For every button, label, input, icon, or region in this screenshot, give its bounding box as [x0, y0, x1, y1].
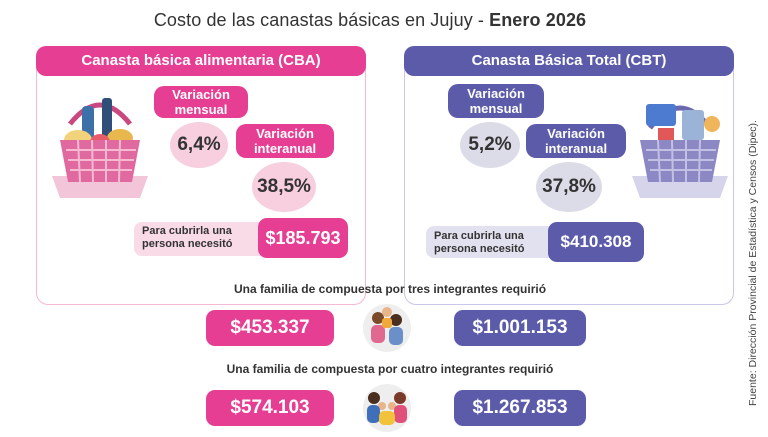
title-period: Enero 2026 [489, 10, 587, 30]
cba-person-box [134, 222, 274, 256]
cba-person-label: Para cubrirla una persona necesitó [142, 225, 233, 250]
cba-header: Canasta básica alimentaria (CBA) [36, 46, 366, 76]
cba-monthly-label: Variación mensual [154, 86, 248, 118]
family3-label: Una familia de compuesta por tres integr… [233, 282, 547, 296]
cbt-person-label: Para cubrirla una persona necesitó [434, 230, 525, 255]
cba-family4-value: $574.103 [206, 390, 334, 426]
cbt-annual-value: 37,8% [536, 162, 602, 212]
page-title: Costo de las canastas básicas en Jujuy -… [0, 10, 740, 31]
cbt-header: Canasta Básica Total (CBT) [404, 46, 734, 76]
cbt-panel [404, 46, 734, 305]
cba-family3-value: $453.337 [206, 310, 334, 346]
cbt-monthly-label: Variación mensual [448, 84, 544, 118]
cba-monthly-value: 6,4% [170, 122, 228, 168]
cba-annual-label: Variación interanual [236, 124, 334, 158]
cbt-family3-value: $1.001.153 [454, 310, 586, 346]
source-note: Fuente: Dirección Provincial de Estadíst… [747, 120, 759, 406]
cbt-monthly-value: 5,2% [460, 122, 520, 168]
title-text: Costo de las canastas básicas en Jujuy - [153, 10, 490, 30]
cba-person-value: $185.793 [258, 218, 348, 258]
cbt-person-value: $410.308 [548, 222, 644, 262]
cbt-family4-value: $1.267.853 [454, 390, 586, 426]
cbt-person-box [426, 226, 568, 258]
family4-label: Una familia de compuesta por cuatro inte… [226, 362, 554, 376]
family-four-icon [360, 378, 414, 432]
cba-annual-value: 38,5% [252, 162, 316, 212]
goods-basket-icon [628, 84, 732, 202]
source-note-container: Fuente: Dirección Provincial de Estadíst… [744, 48, 760, 408]
cba-panel [36, 46, 366, 305]
cbt-annual-label: Variación interanual [526, 124, 626, 158]
family-three-icon [362, 298, 412, 354]
food-basket-icon [48, 84, 152, 202]
